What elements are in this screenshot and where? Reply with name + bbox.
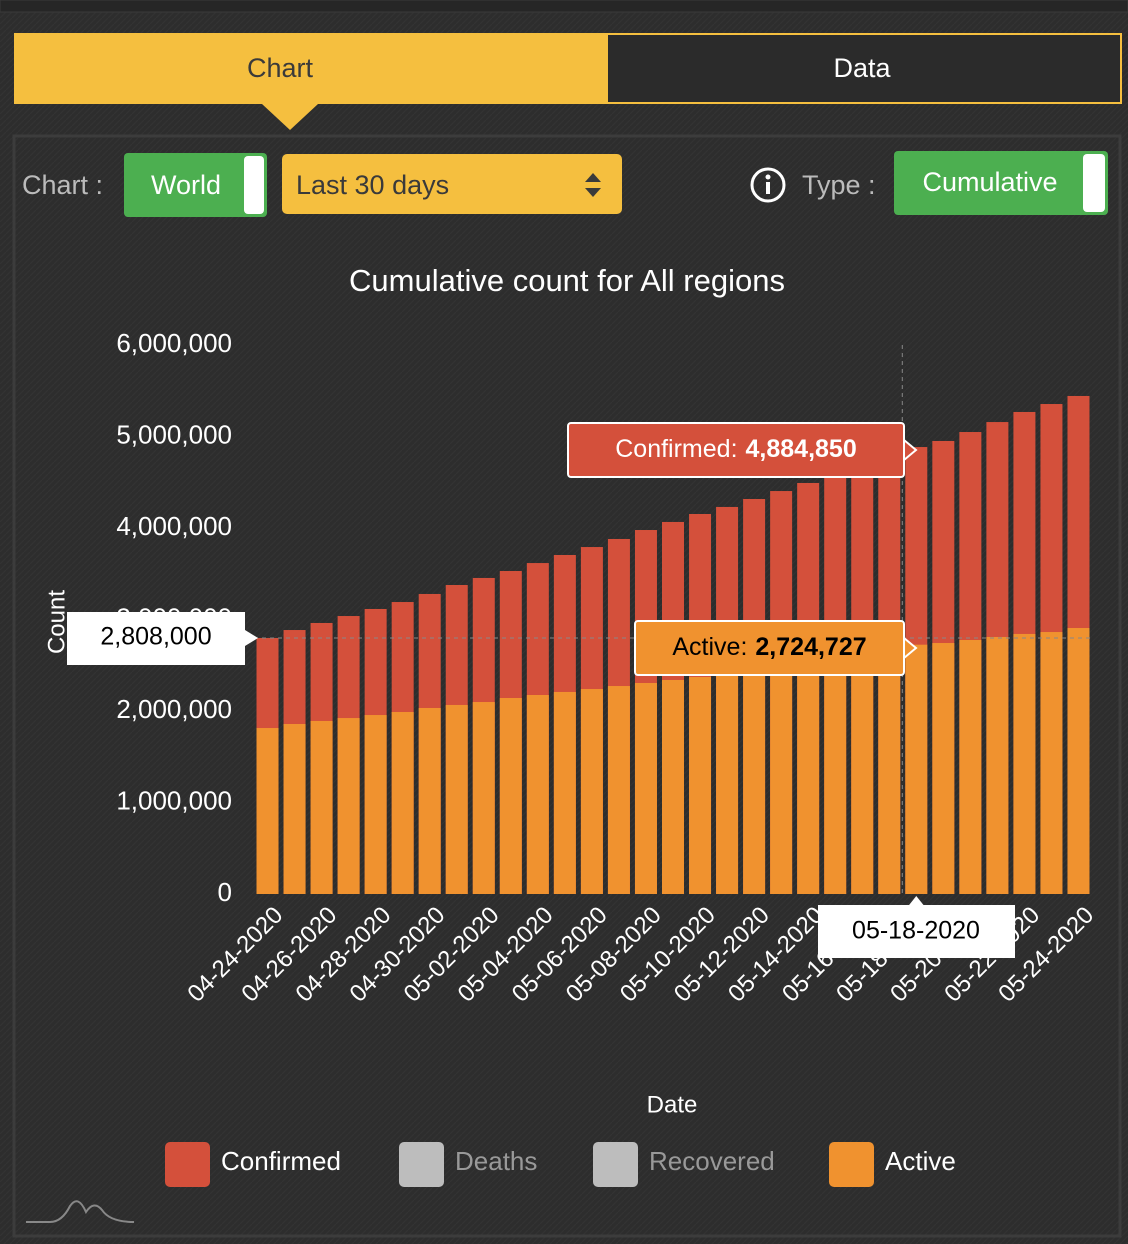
logo (26, 1200, 135, 1223)
cursor-y-label: 2,808,000 (100, 623, 211, 651)
legend-label: Confirmed (221, 1146, 341, 1176)
legend-label: Active (885, 1146, 956, 1176)
bar (418, 707, 441, 894)
tab-pointer (262, 104, 318, 130)
select-bg (282, 154, 622, 214)
y-tick-label: 1,000,000 (116, 785, 232, 815)
y-tick-label: 6,000,000 (116, 328, 232, 358)
bar (472, 702, 495, 894)
bar (337, 718, 360, 894)
bar (689, 676, 712, 894)
control-label: Type : (802, 170, 876, 200)
toggle-knob (244, 156, 264, 214)
tab[interactable]: Chart (14, 33, 606, 130)
toggle-knob (1083, 154, 1105, 212)
bar (932, 643, 955, 894)
bar (526, 694, 549, 894)
tab-bg (14, 33, 606, 104)
info-icon[interactable] (750, 167, 786, 203)
select-arrow (585, 188, 601, 197)
tab-label: Data (833, 53, 891, 83)
y-tick-label: 4,000,000 (116, 511, 232, 541)
panel (12, 134, 1122, 1238)
legend-label: Recovered (649, 1146, 775, 1176)
tooltip-text: Active: 2,724,727 (672, 633, 866, 661)
type-toggle[interactable]: Cumulative (894, 151, 1108, 215)
tab[interactable]: Data (606, 33, 1122, 104)
range-select[interactable]: Last 30 days (282, 154, 622, 214)
bar (662, 679, 684, 894)
region-toggle[interactable]: World (124, 153, 267, 217)
bar (607, 686, 630, 894)
legend-label: Deaths (455, 1146, 537, 1176)
bar (553, 691, 576, 894)
bar (878, 651, 901, 894)
bar (851, 656, 874, 894)
bar (797, 664, 820, 894)
bar (824, 660, 847, 894)
toggle-bg (894, 151, 1108, 215)
toggle-bg (124, 153, 267, 217)
select-arrow (585, 173, 601, 182)
bar (499, 698, 522, 894)
toggle-label: World (151, 170, 221, 200)
cursor-label-pointer (245, 630, 258, 646)
cursor-label-bg (818, 905, 1015, 958)
toggle-label: Cumulative (922, 167, 1057, 197)
cursor-label-bg (67, 612, 245, 665)
legend-swatch (399, 1142, 444, 1187)
legend-item[interactable]: Deaths (399, 1142, 537, 1187)
y-tick-label: 0 (218, 877, 232, 907)
legend-swatch (593, 1142, 638, 1187)
cursor-label-pointer (908, 896, 925, 906)
bar (716, 674, 739, 894)
bar (283, 723, 306, 894)
bar (364, 715, 387, 894)
legend-item[interactable]: Active (829, 1142, 956, 1187)
control-label: Chart : (22, 170, 103, 200)
bar (743, 671, 766, 894)
tab-bg (606, 33, 1122, 104)
bar (580, 689, 603, 894)
bar (310, 720, 333, 894)
tooltip-label: Active: (672, 633, 747, 661)
select-label: Last 30 days (296, 170, 449, 200)
y-tick-label: 2,000,000 (116, 694, 232, 724)
bar (391, 712, 414, 894)
legend-swatch (829, 1142, 874, 1187)
y-tick-label: 5,000,000 (116, 419, 232, 449)
bar (770, 667, 793, 894)
y-axis-title: Count (43, 590, 70, 654)
tooltip-bg (634, 620, 905, 676)
legend-swatch (165, 1142, 210, 1187)
bar (959, 639, 982, 894)
cursor-x-label: 05-18-2020 (852, 917, 980, 945)
tab-label: Chart (247, 53, 314, 83)
bar (445, 704, 468, 894)
tooltip-bg (567, 422, 905, 478)
legend-item[interactable]: Confirmed (165, 1142, 341, 1187)
top-bar (0, 0, 1128, 13)
bar (1040, 632, 1063, 894)
x-axis-title: Date (647, 1091, 698, 1118)
legend-item[interactable]: Recovered (593, 1142, 775, 1187)
bar (256, 728, 279, 894)
bar (634, 683, 657, 894)
tooltip-value: 4,884,850 (746, 435, 857, 463)
tooltip-text: Confirmed: 4,884,850 (615, 435, 856, 463)
bar (986, 636, 1009, 894)
bar (1067, 628, 1090, 894)
tooltip-label: Confirmed: (615, 435, 737, 463)
bar (1013, 633, 1036, 894)
tooltip-value: 2,724,727 (755, 633, 866, 661)
chart-title: Cumulative count for All regions (349, 263, 785, 298)
bar (905, 644, 928, 894)
